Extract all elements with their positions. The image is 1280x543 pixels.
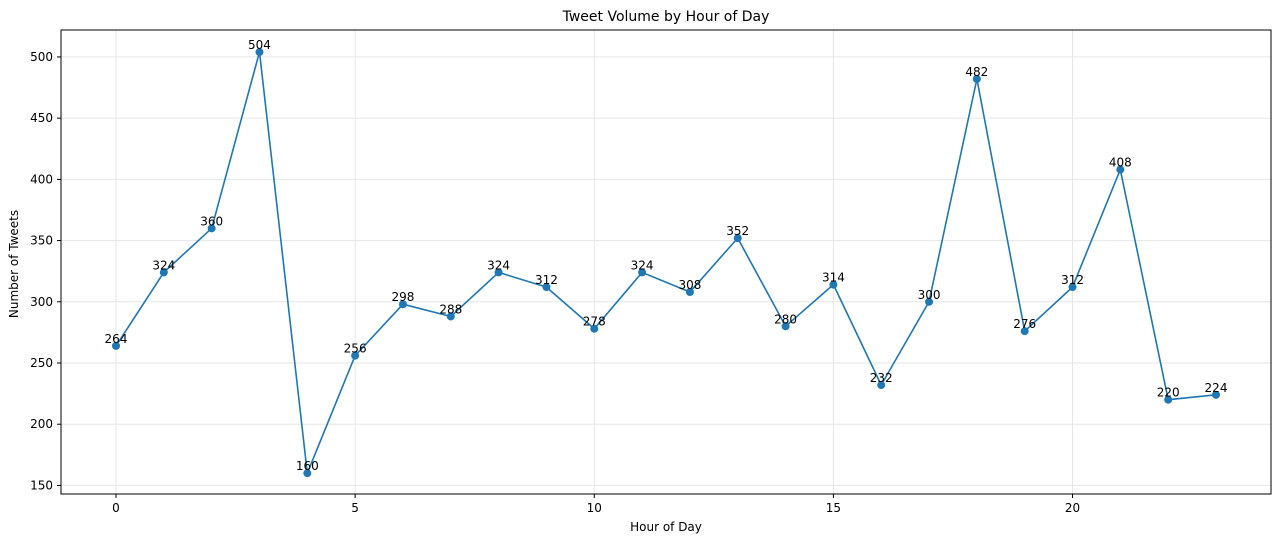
x-tick-label: 15 [826, 501, 841, 515]
series [112, 48, 1220, 478]
y-tick-label: 400 [30, 172, 53, 186]
y-tick-label: 200 [30, 417, 53, 431]
data-point [1068, 283, 1077, 292]
x-tick-label: 5 [351, 501, 359, 515]
data-point [303, 469, 312, 478]
y-tick-label: 300 [30, 295, 53, 309]
data-point [877, 381, 886, 390]
data-point [207, 224, 216, 233]
data-label: 504 [248, 38, 271, 52]
y-tick-label: 450 [30, 111, 53, 125]
y-tick-label: 350 [30, 234, 53, 248]
grid [61, 30, 1271, 494]
data-label: 308 [678, 278, 701, 292]
data-point [590, 324, 599, 333]
y-tick-label: 150 [30, 478, 53, 492]
plot-frame [60, 29, 1272, 495]
data-label: 314 [822, 271, 845, 285]
data-point [112, 341, 120, 350]
x-tick-label: 0 [112, 501, 120, 515]
data-labels: 264 324 360 504 160 256 298 288 324 312 278 324 308 3… [105, 38, 1228, 473]
data-point [925, 297, 934, 306]
data-point [685, 287, 694, 296]
data-label: 276 [1013, 317, 1036, 331]
data-label: 280 [774, 312, 797, 326]
data-point [972, 74, 981, 83]
x-axis: 0 5 10 15 20 [112, 494, 1080, 515]
y-tick-label: 250 [30, 356, 53, 370]
data-label: 312 [1061, 273, 1084, 287]
data-label: 360 [200, 214, 223, 228]
data-label: 482 [965, 65, 988, 79]
data-label: 324 [487, 258, 510, 272]
chart-title: Tweet Volume by Hour of Day [562, 9, 770, 25]
data-point [1020, 327, 1029, 336]
data-label: 220 [1157, 386, 1180, 400]
series-line [115, 51, 1217, 474]
data-point [446, 312, 455, 321]
data-label: 232 [870, 371, 893, 385]
data-label: 264 [105, 332, 128, 346]
data-label: 408 [1109, 156, 1132, 170]
data-point [159, 268, 168, 277]
y-axis-label: Number of Tweets [7, 210, 21, 318]
data-point [542, 283, 551, 292]
data-label: 278 [583, 315, 606, 329]
data-point [351, 351, 360, 360]
data-label: 160 [296, 459, 319, 473]
x-tick-label: 20 [1065, 501, 1080, 515]
data-point [1116, 165, 1125, 174]
data-point [494, 268, 503, 277]
data-point [1212, 390, 1220, 399]
data-label: 324 [631, 258, 654, 272]
x-axis-label: Hour of Day [630, 520, 702, 534]
data-point [398, 300, 407, 309]
y-axis: 150 200 250 300 350 400 450 500 [30, 50, 61, 492]
data-point [638, 268, 647, 277]
data-point [1164, 395, 1173, 404]
data-label: 298 [392, 290, 415, 304]
y-tick-label: 500 [30, 50, 53, 64]
data-label: 224 [1205, 381, 1228, 395]
data-point [255, 48, 264, 57]
data-label: 352 [726, 224, 749, 238]
data-point [781, 322, 790, 331]
data-label: 312 [535, 273, 558, 287]
data-label: 288 [439, 302, 462, 316]
data-label: 324 [152, 258, 175, 272]
data-point [733, 234, 742, 243]
x-tick-label: 10 [587, 501, 602, 515]
data-label: 256 [344, 342, 367, 356]
data-label: 300 [918, 288, 941, 302]
data-point [829, 280, 838, 289]
